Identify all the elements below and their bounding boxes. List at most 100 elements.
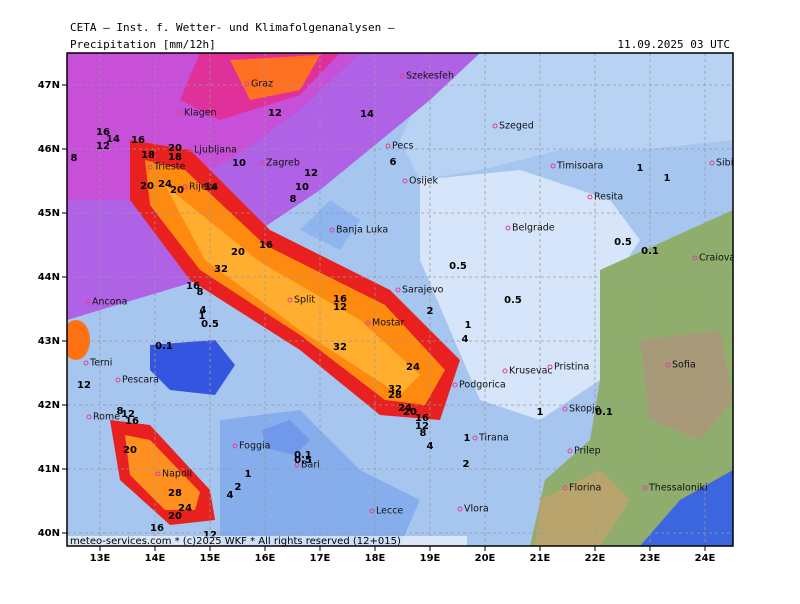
contour-label: 1 <box>245 469 252 480</box>
city-marker <box>505 225 511 231</box>
contour-label: 8 <box>197 287 204 298</box>
city-name: Szekesfeh <box>406 71 454 82</box>
lat-label: 40N <box>38 528 60 539</box>
city-marker <box>472 435 478 441</box>
city-marker <box>287 297 293 303</box>
lon-label: 20E <box>475 553 496 564</box>
city-name: Split <box>294 295 315 306</box>
city-marker <box>329 227 335 233</box>
city-marker <box>550 163 556 169</box>
contour-label: 20 <box>403 407 417 418</box>
city-name: Krusevac <box>509 366 553 377</box>
contour-label: 24 <box>158 179 172 190</box>
contour-label: 2 <box>235 482 242 493</box>
contour-label: 8 <box>290 194 297 205</box>
city-marker <box>492 123 498 129</box>
city-name: Banja Luka <box>336 225 388 236</box>
city-name: Rijeka <box>189 182 218 193</box>
contour-label: 12 <box>77 380 91 391</box>
city-name: Graz <box>251 79 273 90</box>
city-name: Lecce <box>376 506 403 517</box>
lon-label: 22E <box>585 553 606 564</box>
city-marker <box>385 143 391 149</box>
city-marker <box>709 160 715 166</box>
contour-label: 1 <box>664 173 671 184</box>
field-light <box>420 170 640 420</box>
city-name: Vlora <box>464 504 489 515</box>
city-name: Podgorica <box>459 380 506 391</box>
contour-label: 16 <box>125 416 139 427</box>
contour-label: 20 <box>168 143 182 154</box>
graticule <box>67 53 733 546</box>
cities: Graz Szekesfeh Klagen Ljubljana Zagreb Pecs Sz… <box>83 71 739 517</box>
contour-label: 32 <box>333 342 347 353</box>
contour-label: 12 <box>96 141 110 152</box>
contour-label: 0.1 <box>294 450 312 461</box>
contour-label: 24 <box>178 503 192 514</box>
contour-label: 14 <box>204 182 218 193</box>
contour-label: 4 <box>200 305 207 316</box>
contour-label: 24 <box>406 362 420 373</box>
lon-label: 21E <box>530 553 551 564</box>
lon-label: 17E <box>310 553 331 564</box>
lon-label: 15E <box>200 553 221 564</box>
city-name: Sibiu <box>716 158 739 169</box>
field-extreme <box>230 55 320 100</box>
city-name: Mostar <box>372 318 405 329</box>
city-marker <box>457 506 463 512</box>
city-marker <box>83 360 89 366</box>
city-name: Osijek <box>409 176 439 187</box>
contour-label: 14 <box>106 134 120 145</box>
contour-label: 4 <box>427 441 434 452</box>
contour-label: 20 <box>168 511 182 522</box>
contour-label: 1 <box>465 320 472 331</box>
city-marker <box>177 110 183 116</box>
field-extreme <box>165 185 420 395</box>
contour-label: 20 <box>170 185 184 196</box>
contour-label: 4 <box>227 490 234 501</box>
contour-label: 16 <box>333 294 347 305</box>
sea <box>640 470 733 546</box>
lon-label: 23E <box>640 553 661 564</box>
lat-label: 45N <box>38 208 60 219</box>
contour-label: 12 <box>333 302 347 313</box>
lat-label: 47N <box>38 80 60 91</box>
city-name: Pristina <box>554 362 589 373</box>
contour-label: 0.1 <box>595 407 613 418</box>
contour-label: 6 <box>390 157 397 168</box>
lat-label: 43N <box>38 336 60 347</box>
land <box>530 210 733 546</box>
lon-label: 16E <box>255 553 276 564</box>
city-name: Napoli <box>162 469 192 480</box>
header-title: CETA — Inst. f. Wetter- und Klimafolgena… <box>70 21 395 34</box>
field-extreme <box>125 435 200 510</box>
contour-label: 12 <box>415 421 429 432</box>
city-marker <box>155 471 161 477</box>
city-name: Foggia <box>239 441 270 452</box>
contour-label: 8 <box>117 406 124 417</box>
lon-label: 13E <box>90 553 111 564</box>
city-name: Resita <box>594 192 623 203</box>
city-marker <box>259 160 265 166</box>
contour-label: 12 <box>304 168 318 179</box>
lat-label: 41N <box>38 464 60 475</box>
city-marker <box>369 508 375 514</box>
contour-label: 20 <box>231 247 245 258</box>
product-label: Precipitation [mm/12h] <box>70 38 216 51</box>
lat-label: 46N <box>38 144 60 155</box>
city-marker <box>147 164 153 170</box>
city-name: Craiova <box>699 253 735 264</box>
city-marker <box>452 382 458 388</box>
footer-bg <box>67 536 467 546</box>
city-marker <box>587 194 593 200</box>
city-marker <box>182 184 188 190</box>
field-low <box>150 340 235 395</box>
field-mid <box>300 200 360 250</box>
contour-label: 28 <box>388 390 402 401</box>
contour-label: 16 <box>150 523 164 534</box>
city-name: Sofia <box>672 360 696 371</box>
city-name: Szeged <box>499 121 534 132</box>
field-extreme <box>67 320 90 360</box>
city-marker <box>86 414 92 420</box>
